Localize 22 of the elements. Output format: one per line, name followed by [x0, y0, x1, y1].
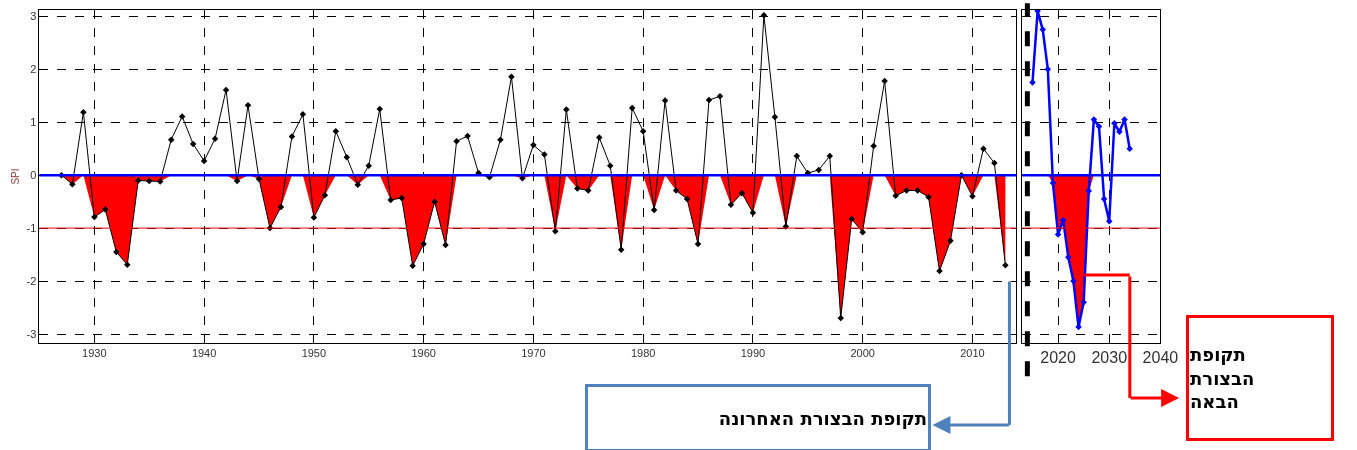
x-tick-label: 2000	[850, 347, 875, 360]
y-axis-title: SPI	[10, 168, 22, 185]
y-tick-label: -2	[26, 274, 37, 287]
y-tick-label: 2	[30, 63, 37, 76]
text: תקופת הבצורת הבאה	[1190, 344, 1255, 412]
x-tick-label: 1930	[82, 347, 107, 360]
x-tick-label: 2010	[960, 347, 985, 360]
y-tick-label: 3	[30, 10, 37, 23]
x-tick-label: 1990	[740, 347, 766, 360]
x-tick-label: 1980	[630, 347, 656, 360]
x-tick-label: 2020	[1040, 349, 1076, 367]
x-tick-label: 1950	[301, 347, 327, 360]
y-tick-label: -3	[26, 327, 37, 340]
x-tick-label: 1970	[521, 347, 546, 360]
x-tick-label: 1940	[191, 347, 217, 360]
x-tick-label: 2040	[1142, 349, 1179, 367]
x-tick-label: 1960	[411, 347, 436, 360]
x-tick-label: 2030	[1091, 349, 1128, 367]
y-tick-label: -1	[26, 221, 37, 234]
y-tick-label: 0	[30, 169, 37, 182]
y-tick-label: 1	[30, 116, 37, 129]
text: תקופת הבצורת האחרונה	[718, 407, 927, 429]
